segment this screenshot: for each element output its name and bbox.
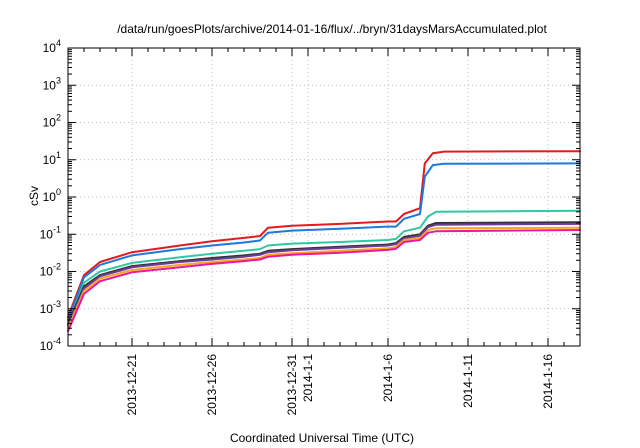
- series-group: [67, 150, 581, 333]
- grid: [68, 48, 580, 346]
- x-axis-ticks: 2013-12-21 2013-12-26 2013-12-31 2014-1-1 20…: [67, 48, 581, 416]
- y-tick-label: 10-2: [40, 262, 61, 279]
- y-tick-label: 103: [43, 75, 61, 92]
- x-tick-label: 2013-12-31: [285, 354, 299, 416]
- y-axis-label: cSv: [27, 186, 41, 206]
- y-tick-label: 10-4: [40, 336, 61, 353]
- series-line-2: [67, 162, 581, 321]
- x-tick-label: 2014-1-16: [541, 354, 555, 409]
- y-tick-label: 101: [43, 150, 61, 167]
- series-line-1: [67, 150, 581, 318]
- series-line-5: [67, 222, 581, 327]
- y-axis-ticks: 10-4 10-3 10-2 10-1 100 101 102 103 104: [40, 38, 580, 353]
- series-line-6: [67, 226, 581, 330]
- x-tick-label: 2014-1-11: [461, 354, 475, 408]
- series-line-7: [67, 229, 581, 333]
- x-axis-label: Coordinated Universal Time (UTC): [230, 431, 414, 445]
- x-tick-label: 2014-1-6: [381, 354, 395, 402]
- x-tick-label: 2013-12-21: [125, 354, 139, 416]
- x-tick-label: 2014-1-1: [301, 354, 315, 402]
- y-tick-label: 10-1: [40, 224, 61, 241]
- y-tick-label: 102: [43, 113, 61, 130]
- y-tick-label: 10-3: [40, 299, 61, 316]
- series-line-3: [67, 209, 581, 325]
- chart-title: /data/run/goesPlots/archive/2014-01-16/f…: [117, 22, 547, 36]
- y-tick-label: 100: [43, 187, 61, 204]
- x-tick-label: 2013-12-26: [205, 354, 219, 416]
- y-tick-label: 104: [43, 38, 61, 55]
